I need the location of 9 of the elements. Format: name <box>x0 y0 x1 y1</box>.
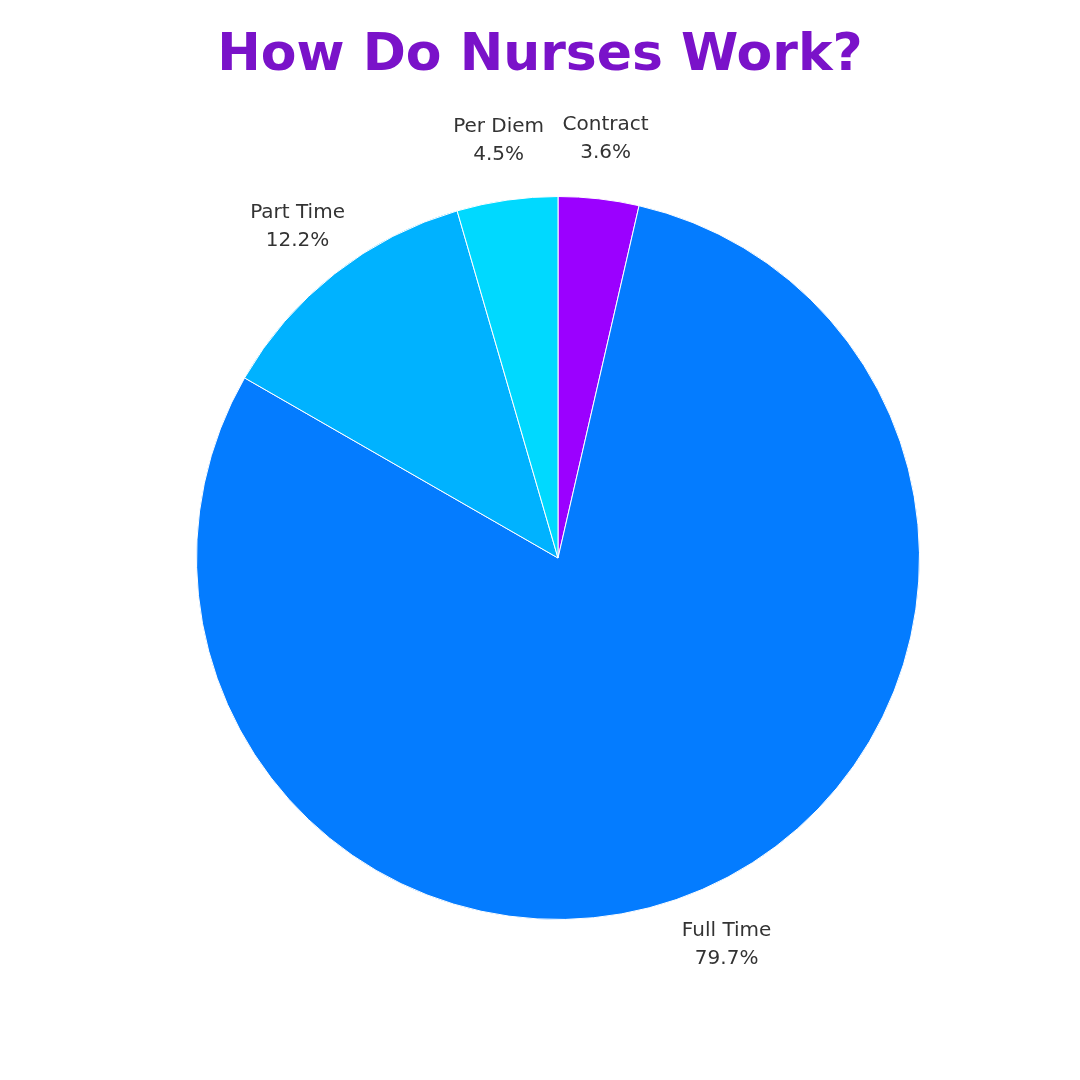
slice-label: Per Diem <box>453 112 545 137</box>
data-label: 4.5% <box>473 140 525 165</box>
chart-title: How Do Nurses Work? <box>216 22 864 82</box>
data-label: 12.2% <box>265 226 330 251</box>
slice-label: Part Time <box>250 198 345 223</box>
slice-label: Full Time <box>681 916 772 941</box>
slice-label: Contract <box>562 111 649 136</box>
data-label: 3.6% <box>580 139 631 164</box>
data-label: 79.7% <box>694 944 759 969</box>
